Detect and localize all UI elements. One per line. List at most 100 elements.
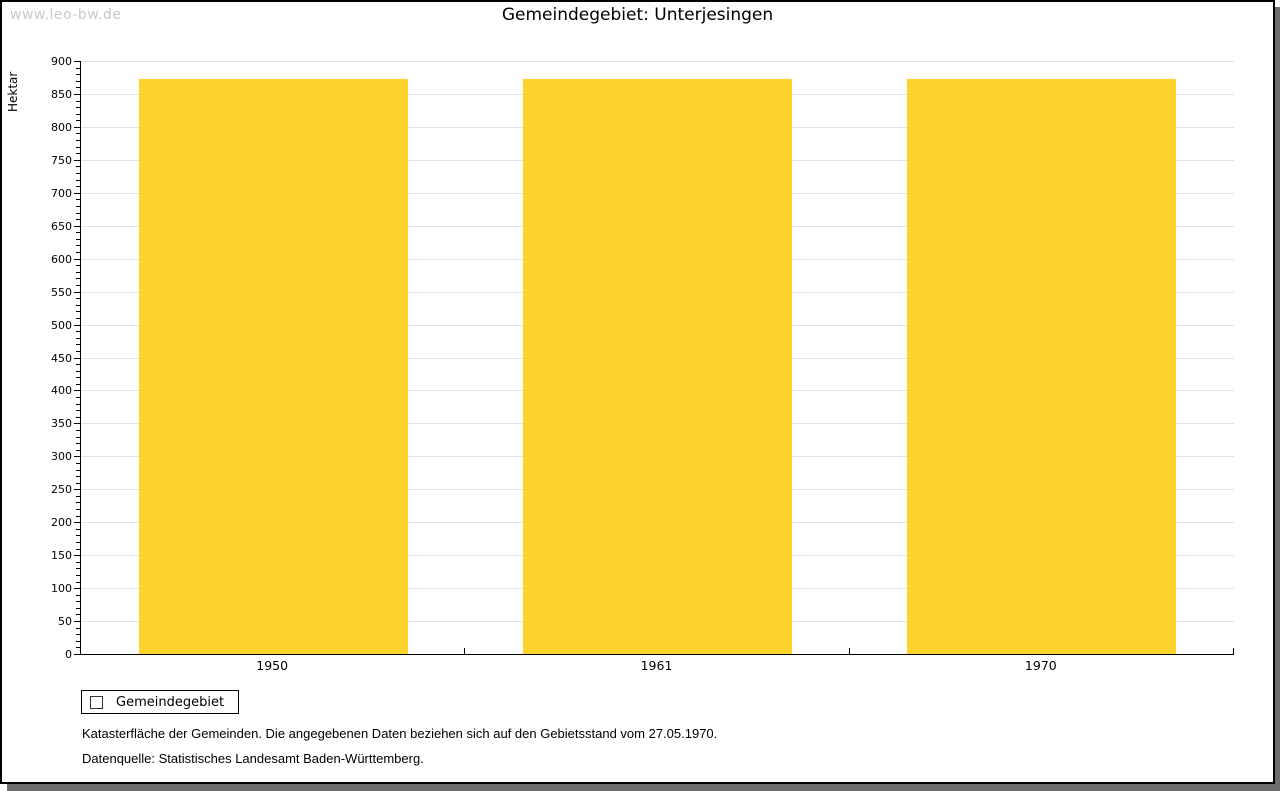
y-minor-tick-110: [76, 581, 80, 583]
y-minor-tick-860: [76, 87, 80, 89]
y-minor-tick-460: [76, 350, 80, 352]
y-minor-tick-10: [76, 647, 80, 649]
chart-title: Gemeindegebiet: Unterjesingen: [501, 5, 774, 25]
y-minor-tick-820: [76, 113, 80, 115]
bar-1970[interactable]: [907, 78, 1177, 654]
y-minor-tick-140: [76, 561, 80, 563]
y-minor-tick-330: [76, 436, 80, 438]
y-axis-label-200: 200: [51, 516, 72, 530]
y-major-tick-250: [74, 489, 80, 491]
y-major-tick-450: [74, 357, 80, 359]
y-minor-tick-120: [76, 574, 80, 576]
y-minor-tick-510: [76, 317, 80, 319]
y-minor-tick-640: [76, 232, 80, 234]
legend-label: Gemeindegebiet: [116, 694, 225, 710]
y-minor-tick-610: [76, 252, 80, 254]
y-minor-tick-320: [76, 443, 80, 445]
y-minor-tick-210: [76, 515, 80, 517]
y-minor-tick-70: [76, 607, 80, 609]
y-minor-tick-490: [76, 331, 80, 333]
watermark: www.leo-bw.de: [10, 7, 122, 23]
bar-1961[interactable]: [523, 78, 792, 654]
y-minor-tick-840: [76, 100, 80, 102]
y-minor-tick-530: [76, 304, 80, 306]
y-major-tick-350: [74, 423, 80, 425]
y-minor-tick-710: [76, 186, 80, 188]
x-axis-label-1970: 1970: [1024, 658, 1057, 673]
y-minor-tick-310: [76, 449, 80, 451]
y-minor-tick-260: [76, 482, 80, 484]
y-minor-tick-280: [76, 469, 80, 471]
y-major-tick-750: [74, 159, 80, 161]
y-minor-tick-180: [76, 535, 80, 537]
y-major-tick-650: [74, 225, 80, 227]
y-major-tick-700: [74, 192, 80, 194]
gridline-900: [81, 61, 1234, 62]
y-minor-tick-520: [76, 311, 80, 313]
y-minor-tick-290: [76, 462, 80, 464]
legend[interactable]: Gemeindegebiet: [81, 690, 240, 714]
y-axis-label-350: 350: [51, 417, 72, 431]
y-axis-label-800: 800: [51, 120, 72, 134]
y-minor-tick-370: [76, 410, 80, 412]
y-minor-tick-270: [76, 476, 80, 478]
y-minor-tick-780: [76, 140, 80, 142]
y-axis-label-400: 400: [51, 384, 72, 398]
x-boundary-tick-2: [848, 648, 850, 654]
y-minor-tick-770: [76, 146, 80, 148]
y-major-tick-550: [74, 291, 80, 293]
y-minor-tick-630: [76, 238, 80, 240]
y-minor-tick-340: [76, 429, 80, 431]
y-major-tick-400: [74, 390, 80, 392]
y-major-tick-600: [74, 258, 80, 260]
y-minor-tick-20: [76, 640, 80, 642]
y-minor-tick-690: [76, 199, 80, 201]
y-minor-tick-420: [76, 377, 80, 379]
y-axis-label-600: 600: [51, 252, 72, 266]
y-minor-tick-390: [76, 397, 80, 399]
y-axis-label-0: 0: [65, 648, 72, 661]
y-minor-tick-470: [76, 344, 80, 346]
y-minor-tick-130: [76, 568, 80, 570]
y-minor-tick-40: [76, 627, 80, 629]
y-axis-label-150: 150: [51, 549, 72, 563]
y-minor-tick-440: [76, 364, 80, 366]
footnote-description: Katasterfläche der Gemeinden. Die angege…: [82, 726, 718, 741]
y-axis-label-450: 450: [51, 351, 72, 365]
y-minor-tick-570: [76, 278, 80, 280]
y-axis-label-500: 500: [51, 318, 72, 332]
y-minor-tick-870: [76, 80, 80, 82]
y-major-tick-150: [74, 555, 80, 557]
y-major-tick-500: [74, 324, 80, 326]
y-minor-tick-560: [76, 285, 80, 287]
y-minor-tick-190: [76, 528, 80, 530]
y-major-tick-0: [74, 654, 80, 655]
y-major-tick-50: [74, 621, 80, 623]
y-major-tick-300: [74, 456, 80, 458]
y-minor-tick-790: [76, 133, 80, 135]
y-minor-tick-720: [76, 179, 80, 181]
y-minor-tick-680: [76, 205, 80, 207]
bar-1950[interactable]: [138, 78, 408, 654]
y-major-tick-900: [74, 61, 80, 62]
y-minor-tick-360: [76, 416, 80, 418]
y-minor-tick-90: [76, 594, 80, 596]
x-axis-label-1961: 1961: [640, 658, 673, 673]
y-axis-label-550: 550: [51, 285, 72, 299]
y-axis-label-650: 650: [51, 219, 72, 233]
footnote-source: Datenquelle: Statistisches Landesamt Bad…: [82, 751, 424, 766]
y-minor-tick-220: [76, 509, 80, 511]
y-axis-label-250: 250: [51, 483, 72, 497]
y-minor-tick-410: [76, 383, 80, 385]
y-minor-tick-30: [76, 634, 80, 636]
y-minor-tick-670: [76, 212, 80, 214]
x-boundary-tick-3: [1233, 648, 1234, 654]
y-major-tick-850: [74, 93, 80, 95]
y-minor-tick-590: [76, 265, 80, 267]
y-axis-label-100: 100: [51, 582, 72, 596]
y-minor-tick-620: [76, 245, 80, 247]
y-minor-tick-430: [76, 370, 80, 372]
y-minor-tick-160: [76, 548, 80, 550]
y-minor-tick-740: [76, 166, 80, 168]
